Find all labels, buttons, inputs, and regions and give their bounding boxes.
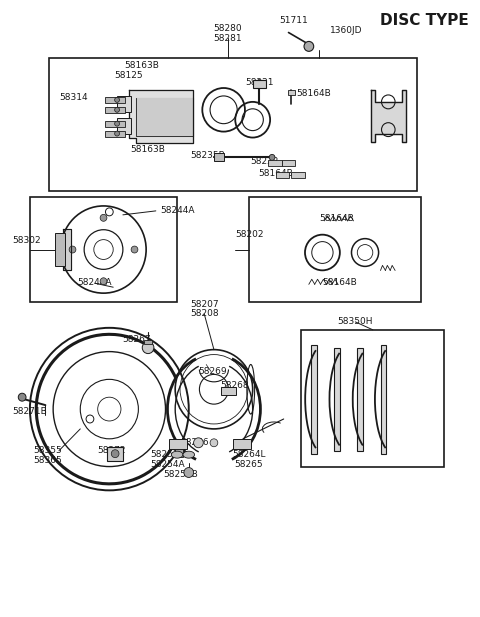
Text: 58302: 58302 — [12, 236, 41, 245]
Circle shape — [269, 154, 275, 160]
Text: 58280: 58280 — [213, 24, 242, 33]
Bar — [108, 447, 123, 461]
Bar — [106, 121, 125, 126]
Bar — [221, 387, 236, 395]
Polygon shape — [63, 229, 71, 270]
Circle shape — [184, 468, 193, 478]
Circle shape — [210, 439, 218, 447]
Text: 58244A: 58244A — [78, 278, 112, 287]
Text: 58222: 58222 — [250, 157, 278, 166]
Text: 58271B: 58271B — [12, 407, 47, 416]
Bar — [357, 347, 363, 450]
Text: 58272: 58272 — [97, 446, 125, 455]
Text: 58164B: 58164B — [320, 214, 354, 223]
Text: 58202: 58202 — [235, 230, 264, 239]
Text: 58365: 58365 — [33, 456, 62, 465]
Circle shape — [131, 246, 138, 253]
Bar — [268, 160, 282, 167]
Text: 58244A: 58244A — [161, 207, 195, 215]
Bar — [288, 90, 295, 95]
Text: 58235B: 58235B — [191, 151, 226, 160]
Bar — [381, 345, 386, 453]
Bar — [276, 172, 289, 178]
Bar — [106, 97, 125, 103]
Bar — [117, 96, 131, 112]
Circle shape — [18, 393, 26, 401]
Circle shape — [100, 278, 107, 284]
Bar — [311, 345, 317, 453]
Circle shape — [115, 107, 120, 112]
Text: 58164B: 58164B — [259, 168, 293, 178]
Circle shape — [193, 438, 204, 448]
Text: 58164B: 58164B — [323, 278, 357, 287]
Circle shape — [304, 41, 314, 51]
Circle shape — [115, 121, 120, 126]
Text: 51711: 51711 — [279, 16, 308, 25]
Polygon shape — [371, 90, 406, 141]
Text: 58281: 58281 — [213, 34, 242, 43]
Bar — [117, 118, 131, 134]
Text: 58164B: 58164B — [296, 89, 331, 99]
Bar — [55, 233, 65, 267]
Bar — [106, 107, 125, 113]
Bar — [291, 172, 305, 178]
Circle shape — [69, 246, 76, 253]
Ellipse shape — [183, 451, 194, 458]
Text: 58253A: 58253A — [150, 450, 185, 459]
Bar — [334, 347, 340, 450]
Bar — [282, 160, 295, 167]
Circle shape — [115, 131, 120, 136]
Circle shape — [115, 97, 120, 102]
Text: 58350H: 58350H — [337, 317, 373, 326]
Bar — [301, 330, 444, 466]
Bar — [214, 154, 224, 161]
Ellipse shape — [171, 451, 183, 458]
Text: 58221: 58221 — [245, 78, 274, 86]
Circle shape — [100, 214, 107, 222]
Text: 58264L: 58264L — [232, 450, 265, 459]
Text: 58268: 58268 — [221, 381, 249, 390]
Text: 58355: 58355 — [33, 446, 62, 455]
Polygon shape — [129, 90, 192, 144]
Bar — [175, 449, 183, 457]
Text: 58125: 58125 — [114, 70, 143, 80]
Bar — [144, 340, 152, 344]
Circle shape — [142, 342, 154, 354]
Bar — [106, 131, 125, 136]
Text: 58266: 58266 — [180, 438, 209, 447]
Text: 58265: 58265 — [235, 460, 263, 469]
Text: DISC TYPE: DISC TYPE — [380, 13, 468, 28]
Bar — [169, 439, 187, 449]
Circle shape — [111, 450, 119, 458]
Text: 1360JD: 1360JD — [330, 26, 363, 35]
Bar — [252, 80, 266, 88]
Text: 58163B: 58163B — [131, 145, 166, 154]
Polygon shape — [136, 98, 192, 136]
Text: 58207: 58207 — [190, 299, 218, 308]
Bar — [30, 197, 177, 302]
Bar — [49, 58, 417, 191]
Bar — [233, 439, 251, 449]
Bar — [249, 197, 421, 302]
Text: 58255B: 58255B — [164, 470, 198, 479]
Text: 58269: 58269 — [199, 367, 228, 376]
Text: 58208: 58208 — [190, 310, 218, 318]
Text: 58267: 58267 — [122, 335, 151, 344]
Text: 58254A: 58254A — [150, 460, 185, 469]
Text: 58314: 58314 — [59, 93, 88, 102]
Text: 58163B: 58163B — [124, 60, 159, 70]
